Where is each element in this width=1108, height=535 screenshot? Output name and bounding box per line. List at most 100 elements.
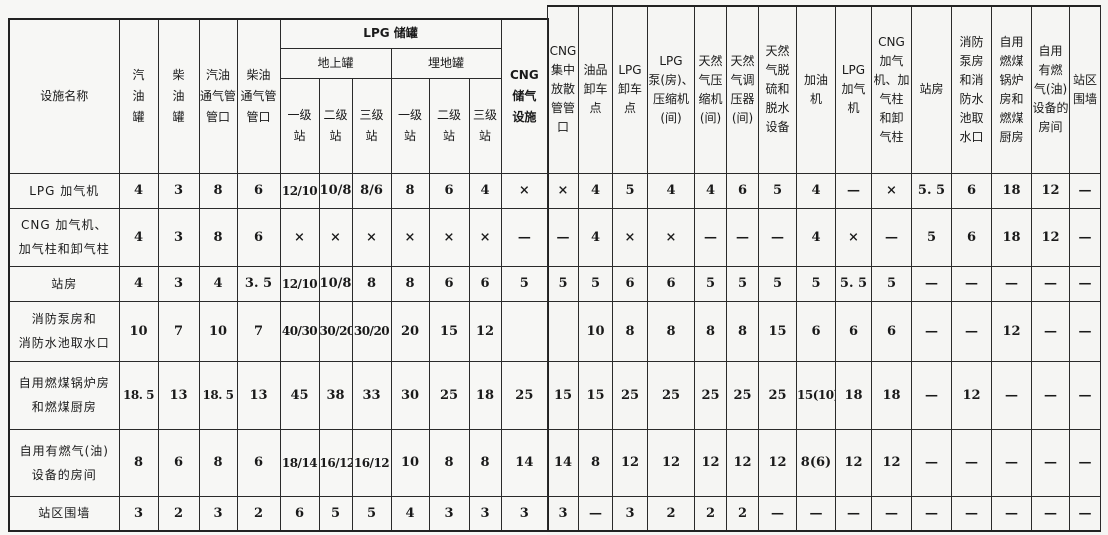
table-cell: 6 <box>236 207 281 267</box>
table-cell: × <box>547 172 579 209</box>
row-label: 站区围墙 <box>8 495 120 532</box>
row-label: 消防泵房和 消防水池取水口 <box>8 300 120 362</box>
table-cell: 6 <box>612 265 648 302</box>
row-label: 站房 <box>8 265 120 302</box>
table-cell: 6 <box>428 172 470 209</box>
table-cell: 8(6) <box>796 428 836 497</box>
header-right-col-12: 自用 燃煤 锅炉 房和 燃煤 厨房 <box>991 5 1032 174</box>
table-cell: 38 <box>318 360 353 430</box>
table-cell: — <box>835 495 872 532</box>
header-grade-1-above: 一级 站 <box>279 77 320 174</box>
table-cell: 5 <box>351 495 392 532</box>
table-row: × 4 5 4 4 6 5 4— × 5. 5 6 18 12— <box>547 172 1101 209</box>
table-cell: 5 <box>871 265 912 302</box>
table-cell: × <box>390 207 430 267</box>
header-facility-name: 设施名称 <box>8 18 120 174</box>
table-cell: 13 <box>236 360 281 430</box>
header-grade-2-above: 二级 站 <box>318 77 353 174</box>
table-cell: — <box>1031 265 1070 302</box>
table-cell: 10/8 <box>318 265 353 302</box>
table-cell <box>547 300 579 362</box>
table-cell: 12 <box>871 428 912 497</box>
row-label: LPG 加气机 <box>8 172 120 209</box>
table-cell: 18. 5 <box>198 360 238 430</box>
table-row: CNG 加气机、 加气柱和卸气柱 4 3 8 6 × × × × × × — <box>8 207 549 267</box>
table-cell: 3 <box>500 495 549 532</box>
table-cell: 25 <box>694 360 727 430</box>
table-row: 消防泵房和 消防水池取水口 10 7 10 7 40/30 30/20 30/20 20 15 12 <box>8 300 549 362</box>
header-right-col-13: 自用 有燃 气(油) 设备的 房间 <box>1031 5 1070 174</box>
table-cell: 8 <box>351 265 392 302</box>
table-cell: — <box>911 495 952 532</box>
table-cell: 4 <box>578 207 613 267</box>
table-row: 15 15 25 25 25 25 25 15(10) 18 18—12— — — <box>547 360 1101 430</box>
table-cell: — <box>1069 207 1101 267</box>
table-cell: 2 <box>726 495 759 532</box>
table-cell: 5 <box>500 265 549 302</box>
table-cell: — <box>871 207 912 267</box>
table-cell: — <box>991 428 1032 497</box>
table-cell: — <box>578 495 613 532</box>
table-cell: 3 <box>157 172 200 209</box>
header-right-col-11: 消防 泵房 和消 防水 池取 水口 <box>951 5 992 174</box>
table-cell: 5 <box>911 207 952 267</box>
table-cell: — <box>951 265 992 302</box>
table-row: 站区围墙 3 2 3 2 6 5 5 4 3 3 3 <box>8 495 549 532</box>
table-cell: × <box>871 172 912 209</box>
table-cell: 13 <box>157 360 200 430</box>
table-cell: 5 <box>758 265 797 302</box>
table-cell: × <box>468 207 502 267</box>
table-cell: 8 <box>390 172 430 209</box>
table-cell: 6 <box>726 172 759 209</box>
table-cell: 8 <box>578 428 613 497</box>
table-cell: 12 <box>758 428 797 497</box>
table-cell: 5 <box>318 495 353 532</box>
table-cell: 6 <box>796 300 836 362</box>
table-cell: 25 <box>726 360 759 430</box>
table-row: 自用有燃气(油) 设备的房间 8 6 8 6 18/14 16/12 16/12 10 8 8 14 <box>8 428 549 497</box>
table-cell: — <box>1031 360 1070 430</box>
table-cell: 15 <box>758 300 797 362</box>
table-cell: 30 <box>390 360 430 430</box>
table-cell: 6 <box>279 495 320 532</box>
table-cell: 8 <box>198 428 238 497</box>
table-row: 5 5 6 6 5 5 5 5 5. 5 5— — — — — <box>547 265 1101 302</box>
header-grade-3-buried: 三级 站 <box>468 77 502 174</box>
header-right-col-1: 油品 卸车 点 <box>578 5 613 174</box>
header-right-col-9: CNG 加气 机、加 气柱 和卸 气柱 <box>871 5 912 174</box>
table-cell: 16/12 <box>351 428 392 497</box>
table-cell: 33 <box>351 360 392 430</box>
header-right-col-10: 站房 <box>911 5 952 174</box>
table-cell: — <box>796 495 836 532</box>
header-diesel-vent: 柴油 通气管 管口 <box>236 18 281 174</box>
table-cell: 4 <box>118 265 159 302</box>
table-cell: 10/8 <box>318 172 353 209</box>
table-cell: 6 <box>428 265 470 302</box>
table-cell: 40/30 <box>279 300 320 362</box>
table-cell: 4 <box>468 172 502 209</box>
table-cell: — <box>871 495 912 532</box>
table-cell: 3 <box>118 495 159 532</box>
header-grade-3-above: 三级 站 <box>351 77 392 174</box>
header-right-col-0: CNG 集中 放散 管管 口 <box>547 5 579 174</box>
table-cell: 4 <box>198 265 238 302</box>
table-cell: 25 <box>612 360 648 430</box>
table-cell: 3 <box>547 495 579 532</box>
table-cell: — <box>991 265 1032 302</box>
table-cell: × <box>835 207 872 267</box>
row-label: 自用燃煤锅炉房 和燃煤厨房 <box>8 360 120 430</box>
table-cell: 5 <box>578 265 613 302</box>
table-cell: × <box>612 207 648 267</box>
table-cell: 5 <box>726 265 759 302</box>
table-cell: — <box>1069 265 1101 302</box>
table-cell: 8 <box>118 428 159 497</box>
table-cell: 3 <box>468 495 502 532</box>
table-cell: — <box>911 360 952 430</box>
table-cell: 4 <box>118 207 159 267</box>
table-cell: — <box>911 428 952 497</box>
table-cell: — <box>1069 300 1101 362</box>
table-cell: 12/10 <box>279 265 320 302</box>
table-cell: 4 <box>796 172 836 209</box>
table-cell: 6 <box>647 265 695 302</box>
header-right-col-3: LPG 泵(房)、 压缩机 (间) <box>647 5 695 174</box>
